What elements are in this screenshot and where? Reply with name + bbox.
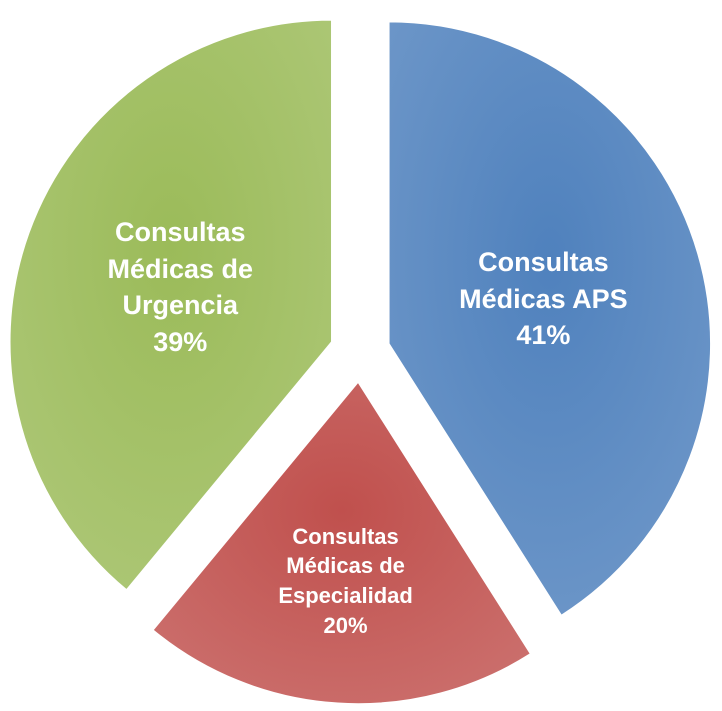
slice-label: Consultas Médicas de Urgencia 39% bbox=[80, 214, 280, 360]
value-label: 41% bbox=[516, 320, 571, 351]
pie-slice bbox=[388, 20, 712, 617]
pie-slice bbox=[151, 380, 532, 705]
category-label: Consultas Médicas de Urgencia bbox=[107, 217, 254, 321]
category-label: Consultas Médicas APS bbox=[459, 247, 628, 314]
category-label: Consultas Médicas de Especialidad bbox=[278, 523, 413, 609]
slice-label: Consultas Médicas de Especialidad 20% bbox=[251, 522, 441, 641]
pie-slice bbox=[9, 19, 333, 591]
slice-label: Consultas Médicas APS 41% bbox=[453, 244, 633, 353]
value-label: 39% bbox=[153, 326, 208, 357]
value-label: 20% bbox=[323, 612, 368, 638]
